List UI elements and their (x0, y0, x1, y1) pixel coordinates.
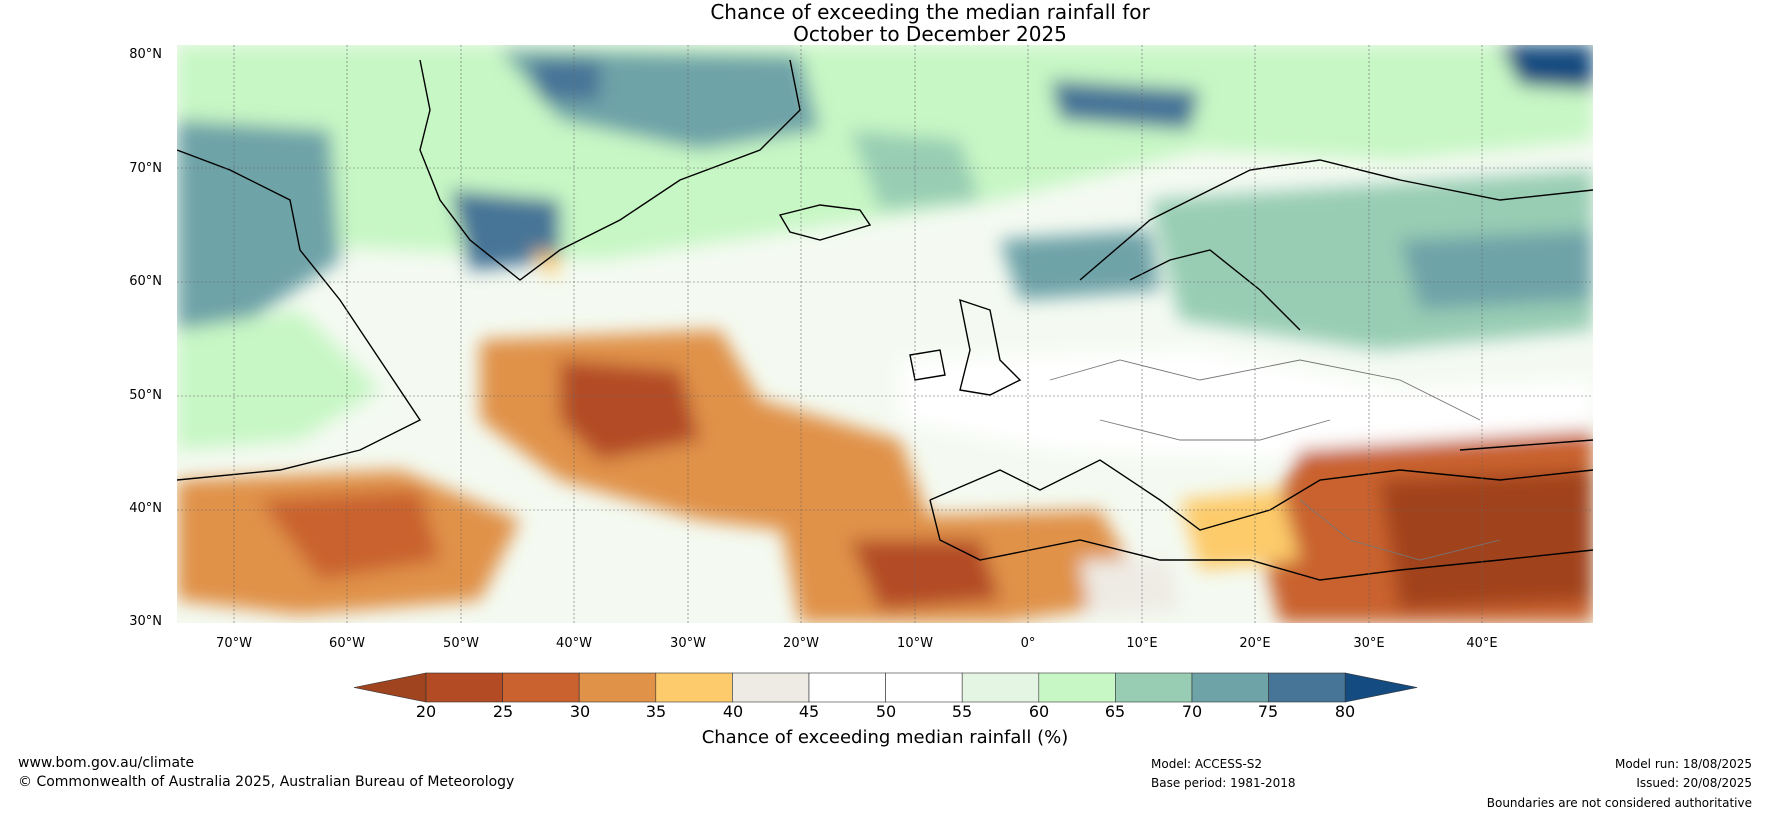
colorbar-segment (1038, 672, 1116, 703)
lat-label-30n: 30°N (129, 614, 162, 629)
lat-label-40n: 40°N (129, 501, 162, 516)
colorbar-label: Chance of exceeding median rainfall (%) (701, 727, 1069, 748)
lon-label-40w: 40°W (556, 636, 592, 651)
footer-base-period: Base period: 1981-2018 (1151, 776, 1296, 790)
lon-label-60w: 60°W (329, 636, 365, 651)
footer-issued: Issued: 20/08/2025 (1636, 776, 1752, 790)
lon-label-30w: 30°W (670, 636, 706, 651)
footer-copyright: © Commonwealth of Australia 2025, Austra… (18, 774, 515, 790)
lon-label-10w: 10°W (897, 636, 933, 651)
lon-label-20w: 20°W (783, 636, 819, 651)
cb-tick-35: 35 (645, 702, 667, 721)
cb-tick-65: 65 (1104, 702, 1126, 721)
cb-tick-75: 75 (1257, 702, 1279, 721)
probability-field (177, 45, 1593, 623)
cb-tick-55: 55 (951, 702, 973, 721)
cb-tick-60: 60 (1028, 702, 1050, 721)
colorbar-segment (425, 672, 503, 703)
colorbar-segment (502, 672, 580, 703)
cb-tick-30: 30 (569, 702, 591, 721)
lon-label-0: 0° (1020, 636, 1036, 651)
colorbar-segment (1115, 672, 1193, 703)
lon-label-70w: 70°W (216, 636, 252, 651)
cb-tick-40: 40 (722, 702, 744, 721)
cb-tick-70: 70 (1181, 702, 1203, 721)
colorbar-segment (808, 672, 886, 703)
cb-tick-45: 45 (798, 702, 820, 721)
colorbar-segment (1268, 672, 1346, 703)
footer-model: Model: ACCESS-S2 (1151, 757, 1263, 771)
lon-label-50w: 50°W (443, 636, 479, 651)
footer-disclaimer: Boundaries are not considered authoritat… (1486, 796, 1752, 810)
colorbar-segment (655, 672, 733, 703)
map-title-line1: Chance of exceeding the median rainfall … (710, 0, 1150, 24)
cb-tick-25: 25 (492, 702, 514, 721)
colorbar-extend-high (1344, 672, 1418, 703)
colorbar-segment (961, 672, 1040, 703)
colorbar-extend-low (353, 672, 427, 703)
colorbar-segment (1191, 672, 1269, 703)
colorbar-segment (578, 672, 657, 703)
lat-label-50n: 50°N (129, 388, 162, 403)
cb-tick-20: 20 (415, 702, 437, 721)
footer-website: www.bom.gov.au/climate (18, 755, 195, 771)
cb-tick-50: 50 (875, 702, 897, 721)
lon-label-20e: 20°E (1239, 636, 1271, 651)
map-title-line2: October to December 2025 (793, 22, 1067, 46)
cb-tick-80: 80 (1334, 702, 1356, 721)
lon-label-10e: 10°E (1126, 636, 1158, 651)
lat-label-80n: 80°N (129, 47, 162, 62)
colorbar-segment (885, 672, 963, 703)
lat-label-70n: 70°N (129, 161, 162, 176)
lon-label-40e: 40°E (1466, 636, 1498, 651)
lat-label-60n: 60°N (129, 274, 162, 289)
footer-model-run: Model run: 18/08/2025 (1614, 757, 1752, 771)
lon-label-30e: 30°E (1353, 636, 1385, 651)
colorbar-segment (732, 672, 810, 703)
